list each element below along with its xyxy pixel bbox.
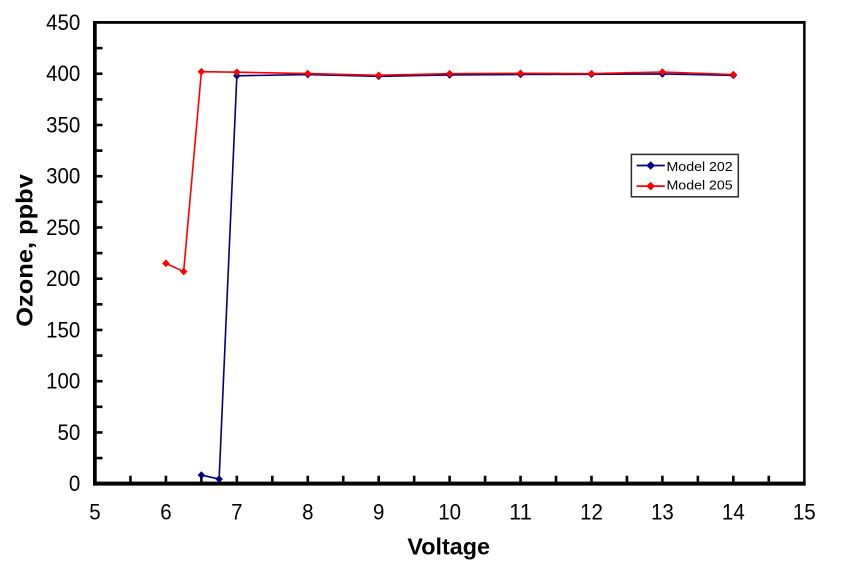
svg-text:11: 11	[509, 500, 532, 525]
svg-text:250: 250	[46, 215, 80, 240]
svg-text:13: 13	[651, 500, 674, 525]
svg-text:400: 400	[46, 61, 80, 86]
svg-text:300: 300	[46, 164, 80, 189]
svg-text:0: 0	[69, 471, 80, 496]
svg-text:150: 150	[46, 317, 80, 342]
svg-text:Ozone, ppbv: Ozone, ppbv	[12, 174, 38, 327]
svg-text:9: 9	[373, 500, 384, 525]
svg-text:8: 8	[302, 500, 313, 525]
svg-text:450: 450	[46, 10, 80, 35]
svg-text:350: 350	[46, 112, 80, 137]
svg-text:Model 205: Model 205	[667, 178, 733, 193]
svg-text:Voltage: Voltage	[407, 534, 490, 560]
svg-text:6: 6	[160, 500, 171, 525]
svg-text:100: 100	[46, 369, 80, 394]
svg-text:5: 5	[89, 500, 100, 525]
svg-text:50: 50	[58, 420, 81, 445]
svg-text:7: 7	[231, 500, 242, 525]
svg-text:15: 15	[793, 500, 816, 525]
svg-text:Model 202: Model 202	[667, 159, 733, 174]
svg-text:12: 12	[580, 500, 603, 525]
svg-text:10: 10	[438, 500, 461, 525]
svg-text:200: 200	[46, 266, 80, 291]
svg-text:14: 14	[722, 500, 745, 525]
